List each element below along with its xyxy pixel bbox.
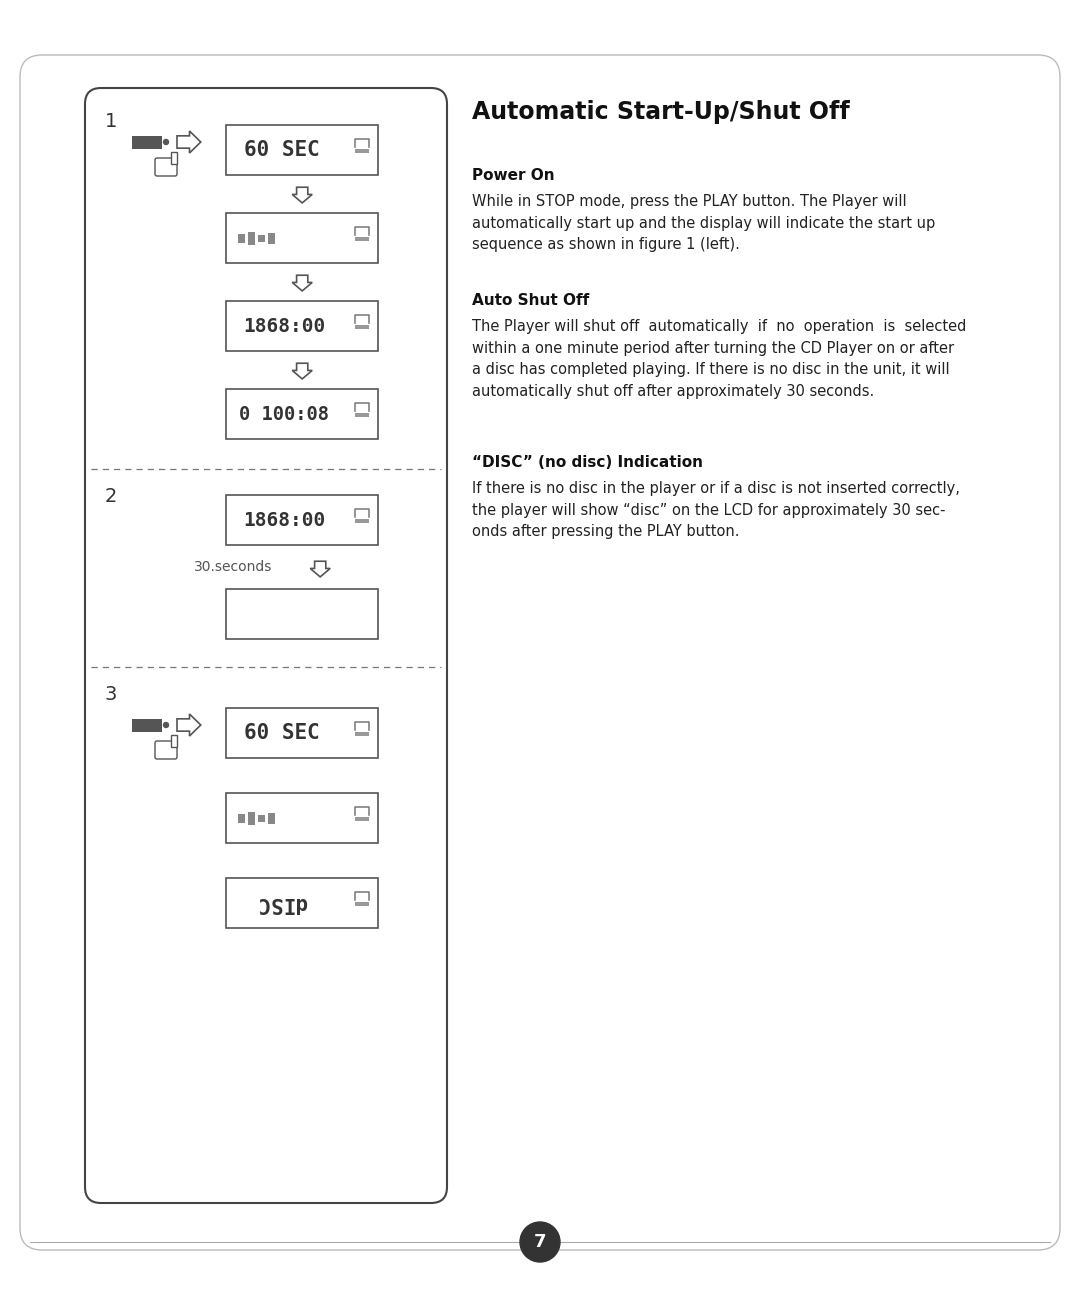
Bar xyxy=(226,794,378,843)
Polygon shape xyxy=(177,132,201,152)
Bar xyxy=(355,413,369,417)
Bar xyxy=(248,812,255,825)
Bar xyxy=(355,817,369,821)
Bar xyxy=(258,235,266,241)
Bar xyxy=(226,390,378,439)
Bar xyxy=(355,732,369,736)
Text: dISC: dISC xyxy=(257,893,308,913)
Bar xyxy=(132,718,162,731)
Text: Auto Shut Off: Auto Shut Off xyxy=(472,293,590,308)
Bar xyxy=(226,125,378,175)
Polygon shape xyxy=(293,364,312,379)
Text: The Player will shut off  automatically  if  no  operation  is  selected
within : The Player will shut off automatically i… xyxy=(472,319,967,399)
Text: If there is no disc in the player or if a disc is not inserted correctly,
the pl: If there is no disc in the player or if … xyxy=(472,481,960,539)
Text: 1: 1 xyxy=(105,112,118,132)
Polygon shape xyxy=(293,275,312,291)
Text: 0 100:08: 0 100:08 xyxy=(239,404,329,423)
Bar xyxy=(226,495,378,545)
Bar xyxy=(226,878,378,928)
Bar xyxy=(226,301,378,351)
Bar xyxy=(132,136,162,149)
Text: 1868:00: 1868:00 xyxy=(243,317,325,335)
Text: 3: 3 xyxy=(105,685,118,704)
Bar xyxy=(171,735,177,747)
Polygon shape xyxy=(310,562,330,577)
Bar xyxy=(268,813,275,823)
Text: 1868:00: 1868:00 xyxy=(243,511,325,529)
Text: While in STOP mode, press the PLAY button. The Player will
automatically start u: While in STOP mode, press the PLAY butto… xyxy=(472,194,935,253)
Bar xyxy=(355,237,369,241)
Polygon shape xyxy=(177,714,201,736)
Bar xyxy=(355,324,369,328)
Text: 2: 2 xyxy=(105,487,118,506)
Bar xyxy=(239,813,245,822)
Text: 7: 7 xyxy=(534,1233,546,1251)
Bar xyxy=(226,589,378,638)
Text: “DISC” (no disc) Indication: “DISC” (no disc) Indication xyxy=(472,455,703,470)
FancyBboxPatch shape xyxy=(85,89,447,1203)
Text: Power On: Power On xyxy=(472,168,555,182)
Circle shape xyxy=(163,722,168,727)
Text: 60 SEC: 60 SEC xyxy=(244,139,320,160)
Bar xyxy=(258,814,266,821)
Bar xyxy=(248,232,255,245)
Circle shape xyxy=(163,139,168,145)
Bar xyxy=(171,152,177,164)
Bar xyxy=(268,232,275,244)
Text: Automatic Start-Up/Shut Off: Automatic Start-Up/Shut Off xyxy=(472,100,850,124)
Circle shape xyxy=(519,1222,561,1263)
Polygon shape xyxy=(293,188,312,203)
FancyBboxPatch shape xyxy=(21,55,1059,1250)
Bar xyxy=(226,212,378,263)
Text: 30.seconds: 30.seconds xyxy=(193,560,272,575)
Bar xyxy=(355,519,369,523)
FancyBboxPatch shape xyxy=(156,741,177,760)
Bar xyxy=(355,149,369,152)
Text: 60 SEC: 60 SEC xyxy=(244,723,320,743)
Bar xyxy=(226,708,378,758)
Bar xyxy=(355,902,369,906)
FancyBboxPatch shape xyxy=(156,158,177,176)
Bar xyxy=(239,233,245,242)
